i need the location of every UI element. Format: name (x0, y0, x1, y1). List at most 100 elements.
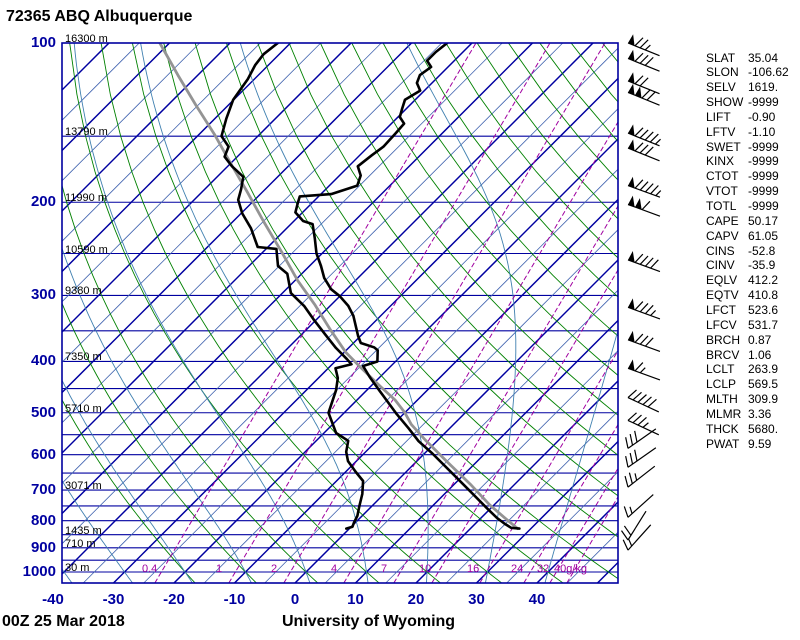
pressure-tick-label: 800 (30, 511, 56, 529)
moist-adiabat-line (406, 43, 517, 583)
stat-row-lift: LIFT -0.90 (706, 110, 775, 124)
stat-row-ctot: CTOT -9999 (706, 169, 779, 183)
stat-value: 0.87 (748, 332, 772, 347)
stat-value: -9999 (748, 139, 779, 154)
temperature-tick-label: 0 (290, 591, 300, 608)
height-label: 16300 m (65, 33, 108, 45)
pressure-tick-label: 700 (30, 481, 56, 499)
pressure-tick-label: 900 (30, 538, 56, 556)
stat-label: CTOT (706, 169, 739, 184)
moist-adiabat-line (239, 43, 429, 583)
stat-row-brcv: BRCV 1.06 (706, 348, 771, 362)
dry-adiabat-line (194, 43, 618, 580)
stat-value: -0.90 (748, 109, 776, 124)
height-label: 30 m (65, 561, 90, 574)
stat-label: EQLV (706, 273, 738, 288)
wind-barb-icon (627, 72, 660, 95)
isotherm-line (62, 43, 473, 455)
stat-row-cinv: CINV -35.9 (706, 258, 775, 272)
pressure-tick-label: 600 (30, 445, 56, 463)
dry-adiabat-line (69, 43, 380, 583)
wind-barb-icon (627, 176, 662, 198)
stat-label: CAPE (706, 213, 739, 228)
wind-barb-icon (627, 195, 661, 217)
stat-value: 531.7 (748, 317, 779, 332)
pressure-tick-label: 500 (30, 403, 56, 421)
wind-barb-icon (623, 494, 654, 518)
height-label: 11990 m (65, 192, 107, 205)
dry-adiabat-line (288, 43, 618, 456)
stat-row-thck: THCK 5680. (706, 422, 778, 436)
temperature-tick-label: -10 (223, 591, 246, 608)
stat-value: -9999 (748, 184, 779, 199)
wind-barb-icon (627, 359, 661, 381)
temperature-tick-label: 10 (347, 591, 364, 608)
pressure-tick-label: 1000 (22, 562, 56, 580)
moist-adiabat-line (544, 328, 618, 583)
stat-row-cape: CAPE 50.17 (706, 214, 778, 228)
isotherm-line (62, 43, 292, 273)
stat-row-lclt: LCLT 263.9 (706, 362, 778, 376)
pressure-tick-label: 100 (30, 34, 56, 51)
stat-label: MLMR (706, 406, 742, 421)
stat-label: TOTL (706, 199, 737, 213)
stat-label: LCLT (706, 362, 735, 377)
stat-row-swet: SWET -9999 (706, 140, 779, 154)
stat-label: LFCV (706, 317, 737, 332)
dry-adiabat-line (131, 43, 503, 583)
stat-row-cins: CINS -52.8 (706, 244, 775, 258)
stat-value: 61.05 (748, 228, 779, 243)
stat-row-slat: SLAT 35.04 (706, 51, 778, 65)
wind-barb-icon (627, 49, 660, 72)
stat-value: -9999 (748, 199, 779, 213)
dry-adiabat-line (382, 43, 618, 337)
mixing-ratio-label: 1 (216, 563, 223, 575)
stat-label: SHOW (706, 95, 744, 110)
height-label: 7350 m (65, 351, 102, 364)
stat-row-lclp: LCLP 569.5 (706, 377, 778, 391)
mixing-ratio-line (228, 43, 551, 583)
stat-value: 309.9 (748, 392, 779, 407)
stat-value: 35.04 (748, 50, 779, 65)
stat-label: PWAT (706, 436, 740, 451)
stat-label: LCLP (706, 377, 737, 392)
wind-barb-icon (627, 34, 660, 57)
isotherm-line (62, 43, 231, 213)
wind-barb-icon (627, 139, 660, 162)
isotherm-line (385, 350, 618, 583)
isotherm-line (62, 43, 352, 334)
plot-border (61, 42, 619, 584)
isotherm-line (62, 43, 594, 576)
stat-row-selv: SELV 1619. (706, 80, 778, 94)
mixing-ratio-label: 7 (381, 563, 388, 575)
wind-barb-icon (622, 524, 652, 551)
stat-label: CINS (706, 243, 735, 258)
stat-row-lfcv: LFCV 531.7 (706, 318, 778, 332)
stat-label: LFTV (706, 124, 736, 139)
height-label: 10590 m (65, 243, 108, 256)
moist-adiabat-line (62, 479, 134, 583)
stat-value: 263.9 (748, 362, 779, 377)
pressure-tick-label: 300 (30, 286, 56, 304)
stat-label: BRCH (706, 332, 741, 347)
wind-barb-icon (627, 251, 661, 273)
dry-adiabat-line (319, 43, 618, 416)
stat-label: MLTH (706, 392, 738, 407)
wind-barb-icon (627, 412, 660, 436)
stat-row-brch: BRCH 0.87 (706, 333, 771, 347)
stat-value: 5680. (748, 421, 779, 436)
dry-adiabat-line (62, 302, 257, 583)
wind-barb-column (620, 34, 662, 551)
mixing-ratio-label: 32 (537, 563, 550, 575)
mixing-ratio-label: 10 (419, 563, 432, 575)
data-source: University of Wyoming (282, 613, 456, 630)
stat-row-mlmr: MLMR 3.36 (706, 407, 771, 421)
dry-adiabat-line (100, 43, 441, 583)
stat-label: THCK (706, 421, 739, 436)
stat-row-capv: CAPV 61.05 (706, 229, 778, 243)
moist-adiabat-line (0, 43, 11, 583)
parcel-trace-curve (158, 43, 519, 530)
stat-value: -106.62 (748, 65, 789, 80)
dry-adiabat-line (414, 43, 618, 298)
